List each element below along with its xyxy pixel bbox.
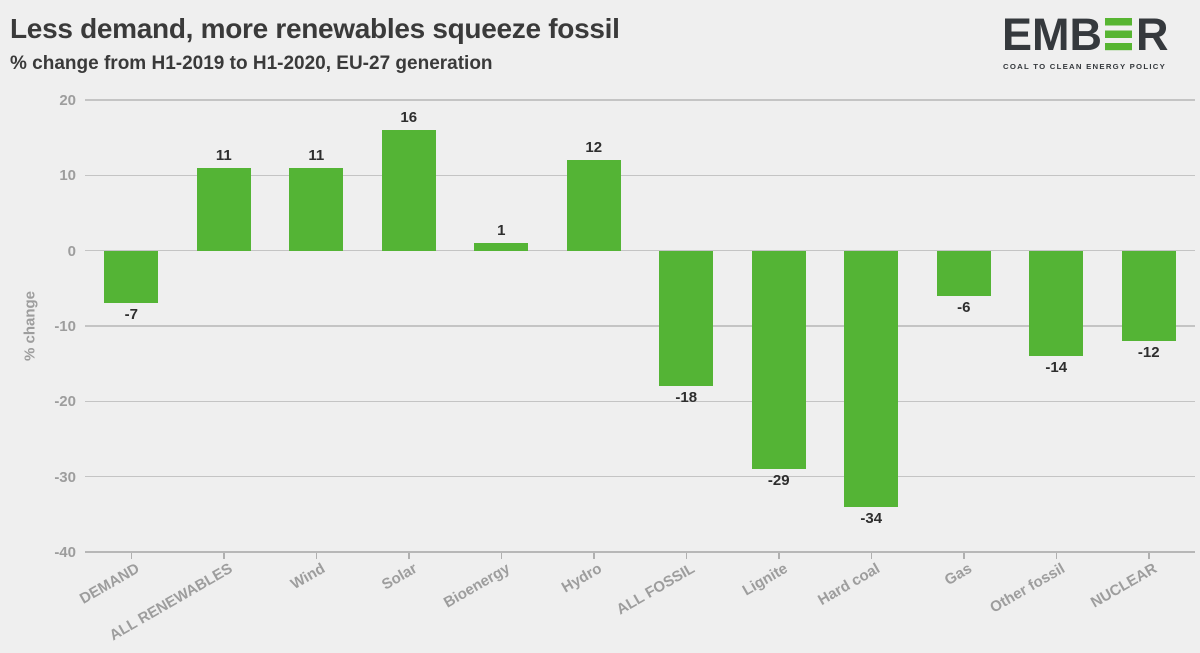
bar-value-label: -18 (675, 389, 698, 407)
logo-tagline: COAL TO CLEAN ENERGY POLICY (1003, 62, 1166, 71)
x-tick-label: Wind (287, 560, 328, 593)
x-tick-label: Lignite (739, 560, 791, 600)
x-axis-tick (778, 552, 780, 559)
bar (566, 160, 621, 251)
bar (474, 243, 529, 251)
bar-value-label: -34 (860, 509, 883, 527)
y-tick-label: -20 (54, 393, 76, 411)
x-axis-tick (408, 552, 410, 559)
x-tick-label: NUCLEAR (1088, 560, 1161, 612)
chart-subtitle: % change from H1-2019 to H1-2020, EU-27 … (10, 53, 493, 74)
bar (381, 130, 436, 251)
x-axis-tick (963, 552, 965, 559)
bar (196, 167, 251, 251)
gridline (85, 400, 1195, 403)
bar-value-label: -7 (124, 306, 138, 324)
bar-value-label: -12 (1137, 344, 1160, 362)
bar-value-label: 12 (585, 139, 603, 157)
x-axis-tick (870, 552, 872, 559)
plot-area: -7 DEMAND 11 ALL RENEWABLES 11 Wind 16 Solar 1 Bi… (77, 99, 1195, 644)
bar (1121, 250, 1176, 342)
bar (936, 250, 991, 296)
bar-value-label: -29 (767, 472, 790, 490)
x-tick-label: Hard coal (815, 560, 883, 609)
x-axis-tick (685, 552, 687, 559)
bar (659, 250, 714, 387)
x-tick-label: ALL FOSSIL (613, 560, 698, 619)
x-axis-tick (1148, 552, 1150, 559)
x-axis-tick (500, 552, 502, 559)
ember-logo: EMB R COAL TO CLEAN ENERGY POLICY (1002, 9, 1174, 81)
x-axis-tick (593, 552, 595, 559)
bar (751, 250, 806, 470)
bar (1029, 250, 1084, 357)
bar-value-label: 11 (308, 146, 325, 164)
logo-text-r: R (1136, 10, 1169, 60)
x-axis-tick (223, 552, 225, 559)
gridline (85, 99, 1195, 101)
x-axis-line (85, 551, 1195, 554)
x-tick-label: Solar (379, 560, 421, 594)
y-tick-label: -40 (54, 544, 76, 561)
x-tick-label: Other fossil (987, 560, 1068, 617)
ember-logo-graphic: EMB R COAL TO CLEAN ENERGY POLICY (1002, 9, 1169, 71)
gridline (85, 249, 1195, 252)
bar-value-label: -6 (957, 298, 971, 316)
gridline (85, 325, 1195, 327)
bar-value-label: 11 (215, 146, 232, 164)
bar-value-label: 16 (400, 109, 418, 127)
bar-value-label: 1 (497, 222, 506, 240)
y-tick-label: -10 (54, 318, 76, 335)
x-axis-tick (1055, 552, 1057, 559)
bar (104, 250, 159, 304)
x-axis-tick (130, 552, 132, 559)
y-tick-label: 20 (59, 92, 76, 109)
chart-title: Less demand, more renewables squeeze fos… (10, 13, 620, 44)
bar-value-label: -14 (1045, 359, 1068, 377)
x-tick-label: Gas (942, 560, 976, 589)
y-tick-label: 0 (67, 242, 76, 260)
logo-text-emb: EMB (1002, 10, 1102, 60)
y-tick-label: -30 (54, 468, 76, 486)
x-tick-label: DEMAND (77, 560, 143, 608)
x-tick-label: Bioenergy (440, 560, 513, 612)
x-tick-label: Hydro (559, 560, 606, 597)
gridline (85, 174, 1195, 177)
bar (844, 250, 899, 507)
y-tick-label: 10 (59, 167, 76, 185)
bar (289, 167, 344, 251)
logo-e-bars-icon (1105, 18, 1132, 51)
gridline (85, 475, 1195, 478)
x-axis-tick (315, 552, 317, 559)
